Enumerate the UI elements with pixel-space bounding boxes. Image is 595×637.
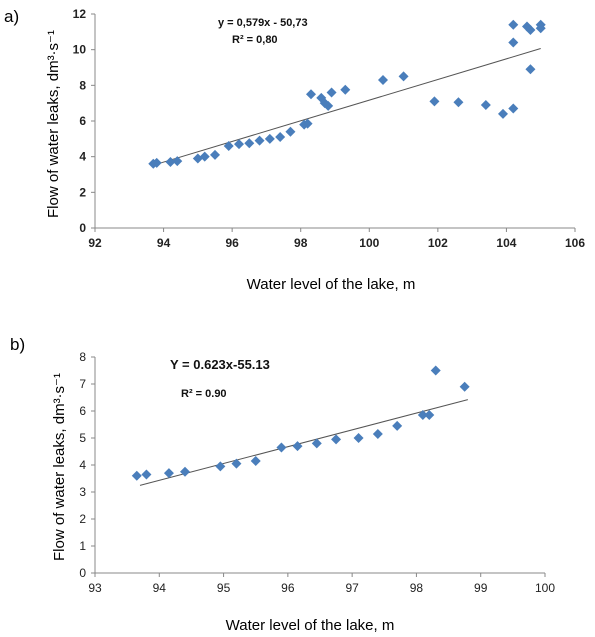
panel-a-data-point bbox=[306, 89, 316, 100]
panel-a-data-point bbox=[192, 153, 203, 164]
panel-b-x-tick-label: 99 bbox=[474, 581, 488, 595]
panel-a-equation: y = 0,579x - 50,73 bbox=[218, 17, 308, 29]
panel-b-data-point bbox=[311, 438, 322, 449]
panel-a-data-point bbox=[340, 84, 351, 95]
panel-a-data-point bbox=[535, 19, 546, 30]
panel-a-data-point bbox=[323, 100, 334, 111]
panel-a-x-tick-label: 104 bbox=[496, 236, 516, 250]
panel-a-data-point bbox=[199, 151, 210, 162]
panel-b-equation: Y = 0.623x-55.13 bbox=[170, 357, 270, 372]
panel-a-trendline bbox=[153, 48, 541, 166]
panel-b-y-tick-label: 1 bbox=[79, 539, 86, 553]
panel-b-data-point bbox=[392, 420, 403, 431]
panel-b-y-tick-label: 3 bbox=[79, 485, 86, 499]
panel-b-data-point bbox=[131, 470, 142, 481]
panel-a-y-tick-label: 10 bbox=[73, 43, 87, 57]
panel-b-data-point bbox=[417, 410, 428, 421]
chart-panel-b: b) Y = 0.623x-55.13 R² = 0.90 Water leve… bbox=[10, 335, 555, 634]
panel-b-y-tick-label: 8 bbox=[79, 350, 86, 364]
panel-a-data-point bbox=[234, 139, 244, 150]
panel-a-data-point bbox=[244, 138, 255, 149]
panel-a-data-point bbox=[302, 118, 313, 129]
panel-b-y-tick-label: 6 bbox=[79, 404, 86, 418]
panel-b-data-point bbox=[180, 466, 190, 477]
panel-a-data-point bbox=[480, 99, 491, 110]
panel-b-x-tick-label: 93 bbox=[88, 581, 102, 595]
panel-a-data-point bbox=[453, 97, 464, 108]
panel-a-data-point bbox=[264, 133, 275, 144]
panel-b-data-point bbox=[424, 410, 435, 421]
panel-b-x-tick-label: 94 bbox=[153, 581, 167, 595]
panel-a-y-tick-label: 2 bbox=[79, 185, 86, 199]
panel-a-data-point bbox=[172, 156, 183, 167]
panel-a-y-tick-label: 0 bbox=[79, 221, 86, 235]
panel-b-x-tick-label: 100 bbox=[535, 581, 555, 595]
panel-a-data-point bbox=[378, 74, 388, 85]
panel-a-xlabel: Water level of the lake, m bbox=[247, 276, 416, 293]
panel-a-y-tick-label: 6 bbox=[79, 114, 86, 128]
panel-a-x-tick-label: 94 bbox=[157, 236, 171, 250]
panel-b-data-point bbox=[459, 381, 470, 392]
panel-a-x-tick-label: 96 bbox=[225, 236, 239, 250]
panel-a-r2: R² = 0,80 bbox=[232, 34, 278, 46]
panel-b-data-point bbox=[215, 461, 226, 472]
panel-b-data-point bbox=[231, 458, 242, 469]
panel-b-x-tick-label: 97 bbox=[345, 581, 359, 595]
panel-b-data-point bbox=[331, 434, 342, 445]
panel-b-y-tick-label: 7 bbox=[79, 377, 86, 391]
panel-a-data-point bbox=[151, 157, 162, 168]
panel-a-data-point bbox=[525, 25, 536, 36]
panel-a-x-tick-label: 98 bbox=[294, 236, 308, 250]
panel-a-data-point bbox=[223, 140, 234, 151]
panel-a-data-point bbox=[254, 135, 265, 146]
panel-a-data-point bbox=[275, 132, 286, 143]
panel-b-r2: R² = 0.90 bbox=[181, 388, 227, 400]
panel-b-data-point bbox=[372, 428, 383, 439]
panel-b-data-point bbox=[292, 441, 303, 452]
panel-a-x-tick-label: 92 bbox=[88, 236, 102, 250]
panel-a-data-point bbox=[210, 149, 220, 160]
panel-b-data-point bbox=[276, 442, 287, 453]
panel-a-y-tick-label: 8 bbox=[79, 78, 86, 92]
panel-a-data-point bbox=[429, 96, 440, 107]
panel-b-trendline bbox=[139, 399, 468, 486]
panel-b-label: b) bbox=[10, 335, 25, 354]
panel-b-x-tick-label: 96 bbox=[281, 581, 295, 595]
panel-a-x-tick-label: 100 bbox=[359, 236, 379, 250]
panel-b-y-tick-label: 5 bbox=[79, 431, 86, 445]
panel-b-ylabel: Flow of water leaks, dm³·s⁻¹ bbox=[51, 373, 68, 561]
panel-b-x-tick-label: 95 bbox=[217, 581, 231, 595]
panel-b-y-tick-label: 0 bbox=[79, 566, 86, 580]
panel-a-data-point bbox=[165, 157, 176, 168]
panel-a-y-tick-label: 12 bbox=[73, 7, 87, 21]
panel-b-x-tick-label: 98 bbox=[410, 581, 424, 595]
panel-a-ylabel: Flow of water leaks, dm³·s⁻¹ bbox=[45, 30, 62, 218]
panel-b-data-point bbox=[430, 365, 441, 376]
panel-a-x-tick-label: 102 bbox=[428, 236, 448, 250]
panel-a-label: a) bbox=[4, 7, 19, 26]
chart-panel-a: a) y = 0,579x - 50,73 R² = 0,80 Water le… bbox=[4, 7, 585, 293]
panel-a-x-tick-label: 106 bbox=[565, 236, 585, 250]
panel-a-data-point bbox=[508, 37, 519, 48]
panel-b-data-point bbox=[141, 469, 152, 480]
panel-b-y-tick-label: 2 bbox=[79, 512, 86, 526]
panel-a-data-point bbox=[326, 87, 337, 98]
panel-a-data-point bbox=[498, 108, 508, 119]
panel-b-data-point bbox=[250, 455, 261, 466]
panel-b-data-point bbox=[353, 433, 364, 443]
panel-a-data-point bbox=[508, 103, 519, 114]
panel-a-data-point bbox=[525, 64, 536, 75]
panel-a-data-point bbox=[508, 19, 519, 30]
panel-a-data-point bbox=[285, 126, 296, 137]
panel-b-xlabel: Water level of the lake, m bbox=[226, 617, 395, 634]
panel-a-data-point bbox=[398, 71, 409, 82]
panel-a-y-tick-label: 4 bbox=[79, 150, 86, 164]
panel-b-data-point bbox=[163, 468, 174, 479]
panel-b-y-tick-label: 4 bbox=[79, 458, 86, 472]
